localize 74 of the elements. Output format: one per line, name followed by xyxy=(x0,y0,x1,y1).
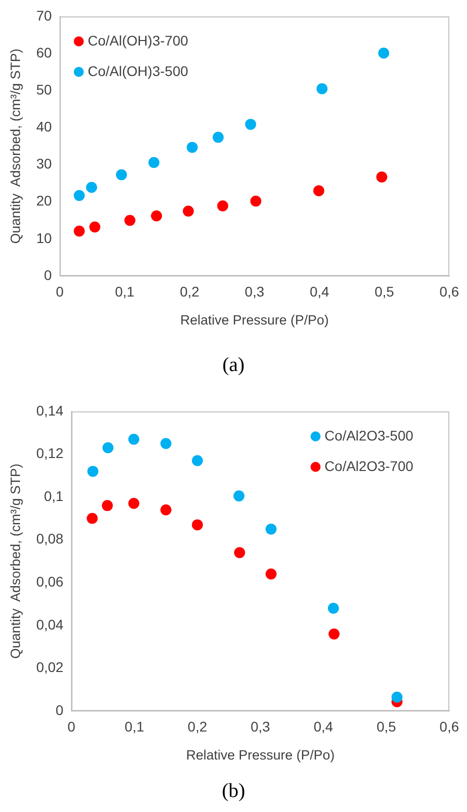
x-tick-label: 0,3 xyxy=(244,283,264,300)
point xyxy=(74,190,85,202)
x-tick-label: 0,5 xyxy=(374,283,394,300)
legend-label: Co/Al(OH)3-700 xyxy=(88,32,188,48)
point xyxy=(116,169,127,180)
point xyxy=(233,490,244,502)
x-tick-label: 0,1 xyxy=(114,283,135,300)
point xyxy=(102,500,113,512)
point xyxy=(378,48,390,59)
point xyxy=(212,132,224,143)
x-tick-label: 0,2 xyxy=(180,283,200,300)
y-tick-label: 60 xyxy=(36,44,52,60)
point xyxy=(89,222,100,233)
point xyxy=(316,83,328,94)
y-tick-label: 0,1 xyxy=(44,488,64,504)
y-axis-title: Quantity Adsorbed, (cm³/g STP) xyxy=(8,48,23,244)
point xyxy=(182,206,194,217)
point xyxy=(160,438,172,449)
point xyxy=(186,142,198,153)
x-tick-label: 0,1 xyxy=(124,718,144,734)
point xyxy=(245,118,256,130)
point xyxy=(313,185,324,196)
y-tick-label: 50 xyxy=(36,81,52,98)
point xyxy=(86,512,98,524)
point xyxy=(148,157,160,168)
y-tick-label: 0 xyxy=(56,702,64,718)
y-tick-label: 30 xyxy=(36,156,52,172)
legend-label: Co/Al(OH)3-500 xyxy=(88,62,188,79)
x-tick-label: 0,5 xyxy=(376,718,396,734)
point xyxy=(217,200,228,212)
y-tick-label: 0,12 xyxy=(36,445,64,462)
y-tick-label: 40 xyxy=(36,118,52,135)
y-tick-label: 0,14 xyxy=(36,402,64,418)
y-tick-label: 10 xyxy=(36,230,52,246)
point xyxy=(192,455,203,466)
point xyxy=(87,466,98,477)
y-tick-label: 0,08 xyxy=(36,530,64,547)
y-tick-label: 20 xyxy=(36,192,52,209)
point xyxy=(234,547,246,558)
point xyxy=(266,568,277,580)
y-tick-label: 0,04 xyxy=(36,616,64,632)
point xyxy=(102,442,114,454)
x-tick-label: 0,2 xyxy=(188,718,208,734)
legend-label: Co/Al2O3-700 xyxy=(324,458,414,474)
point xyxy=(328,602,339,614)
point xyxy=(160,504,172,516)
point xyxy=(192,519,203,530)
y-axis-title: Quantity Adsorbed, (cm³/g STP) xyxy=(8,464,23,659)
x-tick-label: 0,4 xyxy=(310,283,330,300)
legend-label: Co/Al2O3-500 xyxy=(324,427,414,444)
x-axis-title: Relative Pressure (P/Po) xyxy=(186,748,335,763)
point xyxy=(266,524,277,535)
point xyxy=(376,171,388,182)
y-tick-label: 0,06 xyxy=(36,573,64,590)
point xyxy=(86,182,98,193)
point xyxy=(124,214,136,226)
x-tick-label: 0,3 xyxy=(250,718,270,734)
x-tick-label: 0 xyxy=(68,718,76,734)
x-tick-label: 0,4 xyxy=(314,718,334,734)
x-tick-label: 0,6 xyxy=(440,283,460,300)
x-tick-label: 0,6 xyxy=(440,718,460,734)
y-tick-label: 0,02 xyxy=(36,659,64,676)
point xyxy=(128,434,140,445)
y-tick-label: 0 xyxy=(44,266,52,283)
point xyxy=(128,498,140,509)
point xyxy=(151,210,162,222)
y-tick-label: 70 xyxy=(36,7,52,24)
x-axis-title: Relative Pressure (P/Po) xyxy=(180,312,329,328)
point xyxy=(74,226,85,237)
point xyxy=(328,628,340,640)
text: (a) xyxy=(221,353,246,378)
point xyxy=(250,196,262,207)
point xyxy=(392,692,403,703)
text: (b) xyxy=(220,779,246,804)
